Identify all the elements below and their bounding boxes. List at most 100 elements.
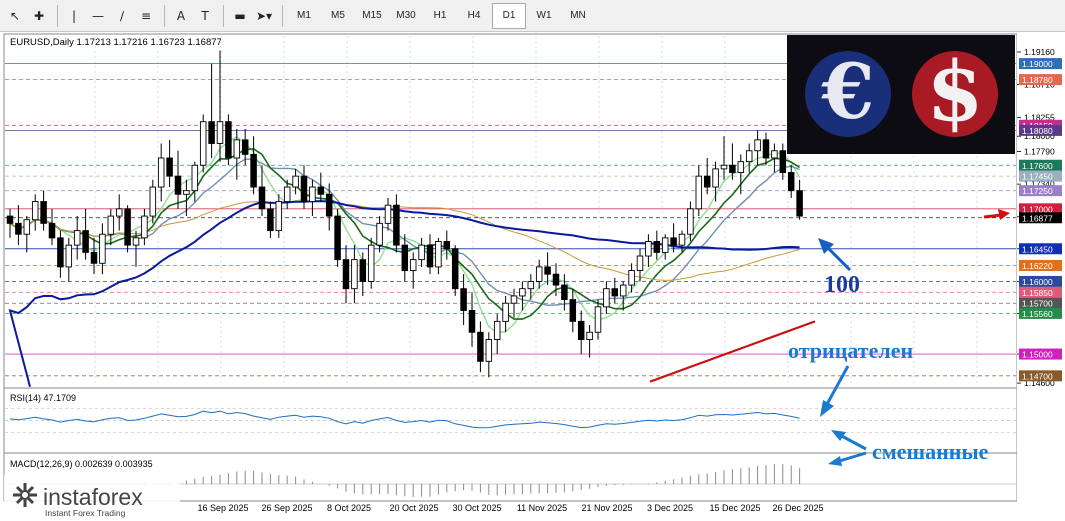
timeframe-selector: M1 M5 M15 M30 H1 H4 D1 W1 MN [288, 2, 596, 29]
time-axis: 16 Sep 2025 26 Sep 2025 8 Oct 2025 20 Oct 2… [197, 503, 823, 513]
level-label-box [1019, 243, 1062, 255]
candle-body [115, 208, 123, 217]
candle [401, 234, 409, 282]
candle-body [216, 121, 224, 144]
candle [611, 277, 619, 304]
candle-body [460, 288, 467, 311]
candle-body [535, 266, 543, 282]
arrows-tool[interactable]: ➤▾ [255, 8, 273, 23]
candle-body [645, 241, 652, 257]
fibonacci-tool[interactable]: ≡ [140, 8, 152, 23]
candle [40, 190, 47, 231]
candle [157, 143, 165, 202]
timeframe-d1[interactable]: D1 [492, 2, 526, 29]
candle [48, 208, 56, 246]
candle-body [325, 193, 333, 217]
candle-body [762, 139, 770, 159]
candle [275, 194, 283, 238]
timeframe-h1[interactable]: H1 [433, 10, 447, 21]
candle [594, 299, 602, 340]
candle [628, 263, 635, 293]
candle-body [796, 190, 803, 217]
crosshair-tool[interactable]: ✚ [33, 8, 45, 23]
annotation-negative: отрицателен [788, 338, 913, 363]
candle [519, 281, 526, 311]
candle-body [771, 150, 778, 159]
candle [485, 332, 493, 378]
level-label-text: 1.17250 [1022, 186, 1053, 196]
timeframe-m15[interactable]: M15 [362, 10, 382, 21]
timeframe-w1[interactable]: W1 [536, 10, 552, 21]
candle [443, 230, 451, 260]
timeframe-h4[interactable]: H4 [467, 10, 481, 21]
candle [233, 128, 241, 180]
candle-body [409, 259, 417, 271]
candle-body [678, 233, 686, 246]
candle-body [619, 284, 627, 297]
price-tick-label: 1.19160 [1024, 47, 1055, 57]
level-label-box [1019, 185, 1062, 197]
candle-body [653, 241, 661, 253]
candle-body [267, 208, 274, 232]
timeframe-m1[interactable]: M1 [297, 10, 311, 21]
vertical-line-tool[interactable]: | [71, 8, 77, 23]
time-axis-label: 30 Oct 2025 [452, 503, 501, 513]
candle-body [552, 273, 560, 286]
candle [359, 252, 367, 296]
level-label-box [1019, 348, 1062, 360]
candle-body [15, 222, 22, 235]
cursor-tool[interactable]: ↖ [9, 8, 21, 23]
candle [435, 237, 442, 275]
candle-body [99, 233, 106, 264]
candle [510, 288, 518, 318]
svg-text:$: $ [926, 44, 983, 140]
candle [250, 136, 257, 195]
label-tool[interactable]: T [201, 8, 209, 23]
rsi-label: RSI(14) 47.1709 [10, 393, 76, 403]
candle-body [292, 175, 299, 188]
candle-body [737, 161, 745, 173]
candle [325, 183, 333, 231]
timeframe-m5[interactable]: M5 [331, 10, 345, 21]
rectangle-tool[interactable]: ▬ [234, 8, 246, 23]
candle [191, 161, 199, 202]
candle [544, 252, 551, 286]
text-tool[interactable]: A [176, 8, 186, 23]
candle-body [544, 266, 551, 275]
candle [376, 216, 383, 253]
level-label-box [1019, 124, 1062, 136]
candle [300, 165, 308, 209]
timeframe-mn[interactable]: MN [570, 10, 586, 21]
price-chart[interactable]: 1007050.0000300 0.004910.00000-0.004858 … [0, 32, 1065, 521]
candle [65, 237, 73, 282]
candle [216, 50, 224, 162]
candle-body [250, 153, 257, 188]
candle-body [586, 331, 593, 340]
candle-body [477, 331, 484, 362]
timeframe-m30[interactable]: M30 [396, 10, 416, 21]
candle-body [258, 186, 266, 210]
level-label-text: 1.16000 [1022, 277, 1053, 287]
candle-body [720, 164, 728, 170]
candle [115, 194, 123, 231]
candle-body [23, 219, 31, 235]
candle-body [166, 157, 173, 177]
candle-body [426, 244, 434, 268]
time-axis-label: 15 Dec 2025 [709, 503, 760, 513]
candle-body [611, 288, 619, 297]
level-label-text: 1.17000 [1022, 204, 1053, 214]
candle [552, 263, 560, 296]
trendline-tool[interactable]: ∕ [119, 8, 125, 23]
candle [636, 248, 644, 282]
level-label-text: 1.14700 [1022, 371, 1053, 381]
candle-body [225, 121, 232, 159]
annotation-mixed: смешанные [872, 439, 989, 464]
candle-body [670, 237, 677, 246]
candle [779, 143, 787, 180]
candle-body [300, 175, 308, 203]
candle [687, 201, 694, 242]
horizontal-line-tool[interactable]: — [92, 8, 104, 23]
candle-body [351, 259, 358, 290]
candle-body [569, 299, 577, 322]
candle-body [283, 186, 291, 203]
